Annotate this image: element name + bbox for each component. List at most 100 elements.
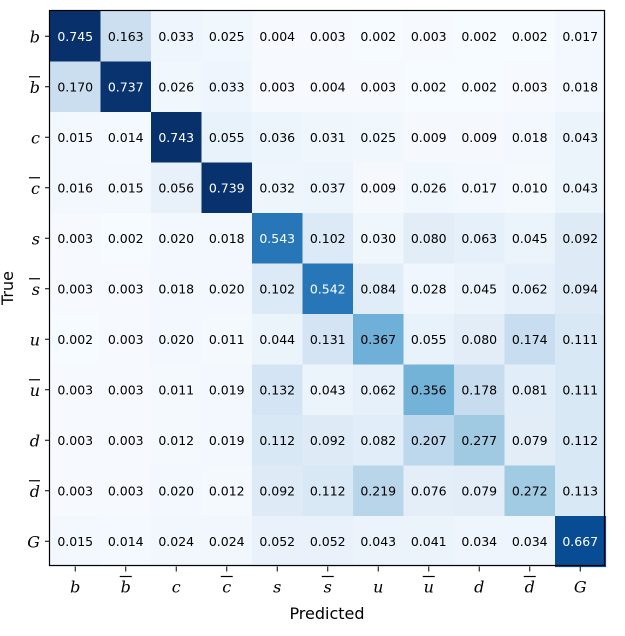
heatmap-cell (151, 112, 203, 164)
heatmap-cell (504, 61, 556, 113)
cell-value-label: 0.043 (360, 534, 396, 549)
heatmap-cell (100, 263, 152, 315)
heatmap-cell (201, 415, 253, 467)
cell-value-label: 0.003 (310, 29, 346, 44)
heatmap-cell (403, 162, 455, 214)
cell-value-label: 0.018 (512, 130, 548, 145)
cell-value-label: 0.034 (461, 534, 497, 549)
cell-value-label: 0.043 (562, 180, 598, 195)
cell-value-label: 0.003 (411, 29, 447, 44)
cell-value-label: 0.102 (310, 231, 346, 246)
y-tick-label: u (30, 330, 40, 349)
cell-value-label: 0.015 (57, 130, 93, 145)
heatmap-cell (50, 162, 102, 214)
x-tick-label: s (321, 575, 334, 597)
heatmap-cell (504, 11, 556, 63)
heatmap-cell (504, 465, 556, 517)
y-axis-title: True (0, 271, 17, 306)
cell-value-label: 0.082 (360, 433, 396, 448)
heatmap-cell (504, 364, 556, 416)
heatmap-cell (555, 112, 607, 164)
cell-value-label: 0.019 (209, 382, 245, 397)
heatmap-cell (403, 61, 455, 113)
cell-value-label: 0.003 (360, 79, 396, 94)
heatmap-cell (403, 11, 455, 63)
cell-value-label: 0.026 (411, 180, 447, 195)
heatmap-cell (201, 162, 253, 214)
heatmap-cell (454, 415, 506, 467)
cell-value-label: 0.092 (310, 433, 346, 448)
heatmap-cell (151, 516, 203, 568)
heatmap-cell (504, 112, 556, 164)
tick-letter: u (30, 330, 40, 349)
cell-value-label: 0.019 (209, 433, 245, 448)
cell-value-label: 0.025 (360, 130, 396, 145)
heatmap-cell (454, 516, 506, 568)
cell-value-label: 0.004 (259, 29, 295, 44)
y-tick-label: s (32, 229, 40, 248)
heatmap-cell (252, 162, 304, 214)
heatmap-cell (252, 263, 304, 315)
cell-value-label: 0.112 (562, 433, 598, 448)
cell-value-label: 0.174 (512, 332, 548, 347)
heatmap-cell (201, 314, 253, 366)
heatmap-cell (353, 364, 405, 416)
cell-value-label: 0.020 (158, 231, 194, 246)
cell-value-label: 0.272 (512, 483, 548, 498)
heatmap-cell (151, 263, 203, 315)
cell-value-label: 0.111 (562, 382, 598, 397)
heatmap-cell (403, 263, 455, 315)
heatmap-cell (555, 364, 607, 416)
heatmap-cell (252, 465, 304, 517)
cell-value-label: 0.667 (562, 534, 598, 549)
heatmap-cell (252, 213, 304, 265)
heatmap-cell (151, 314, 203, 366)
heatmap-cell (252, 314, 304, 366)
heatmap-cell (50, 314, 102, 366)
heatmap-cell (454, 465, 506, 517)
heatmap-cell (454, 263, 506, 315)
heatmap-cell (151, 415, 203, 467)
cell-value-label: 0.010 (512, 180, 548, 195)
heatmap-cell (100, 415, 152, 467)
heatmap-cell (50, 415, 102, 467)
cell-value-label: 0.014 (108, 534, 144, 549)
cell-value-label: 0.041 (411, 534, 447, 549)
y-tick-label: b (30, 27, 40, 46)
heatmap-cell (151, 213, 203, 265)
heatmap-cell (100, 364, 152, 416)
heatmap-cell (555, 516, 607, 568)
cell-value-label: 0.028 (411, 281, 447, 296)
x-tick-label: b (119, 575, 132, 597)
heatmap-cell (353, 11, 405, 63)
heatmap-cell (454, 213, 506, 265)
cell-value-label: 0.113 (562, 483, 598, 498)
tick-letter: d (525, 578, 535, 597)
cell-value-label: 0.207 (411, 433, 447, 448)
heatmap-cell (403, 516, 455, 568)
heatmap-cell (454, 11, 506, 63)
heatmap-cell (302, 213, 354, 265)
heatmap-cell (454, 162, 506, 214)
cell-value-label: 0.004 (310, 79, 346, 94)
cell-value-label: 0.024 (209, 534, 245, 549)
y-tick-label: u (29, 379, 40, 400)
tick-letter: d (30, 431, 40, 450)
cell-value-label: 0.045 (461, 281, 497, 296)
heatmap-cell (302, 314, 354, 366)
tick-letter: G (27, 532, 40, 551)
heatmap-cell (353, 516, 405, 568)
cell-value-label: 0.131 (310, 332, 346, 347)
heatmap-cell (302, 415, 354, 467)
heatmap-cell (100, 162, 152, 214)
cell-value-label: 0.014 (108, 130, 144, 145)
heatmap-cell (100, 11, 152, 63)
cell-value-label: 0.112 (259, 433, 295, 448)
tick-letter: s (32, 229, 40, 248)
heatmap-cell (252, 516, 304, 568)
heatmap-cell (555, 314, 607, 366)
cell-value-label: 0.031 (310, 130, 346, 145)
heatmap-cell (100, 112, 152, 164)
cell-value-label: 0.002 (411, 79, 447, 94)
